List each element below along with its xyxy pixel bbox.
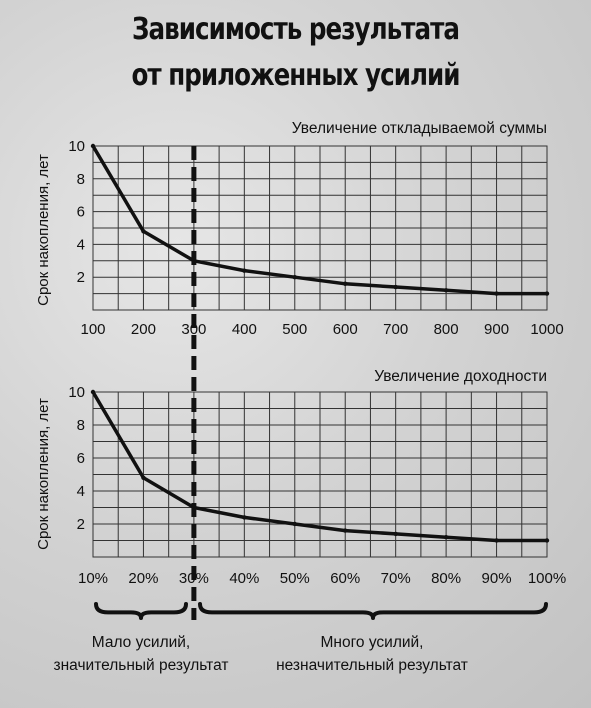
data-point [393,531,398,537]
chart-yield: Увеличение доходности Срок накопления, ле… [35,368,566,587]
series-line [91,145,547,296]
data-point [242,515,247,520]
data-point [443,288,449,293]
x-tick-label: 400 [232,321,257,338]
plot-frame [92,145,548,311]
data-point [90,389,96,395]
x-tick-label: 700 [383,321,408,338]
y-axis-label: Срок накопления, лет [35,398,52,550]
annotation-left-line-2: значительный результат [54,657,229,674]
x-tick-label: 10% [78,570,108,587]
x-tick-label: 200 [131,321,156,338]
annotation-right-line-2: незначительный результат [276,657,468,674]
x-tick-label: 600 [333,321,358,338]
grid [92,145,548,311]
series-line [91,391,547,543]
x-tick-label: 100% [528,570,566,587]
x-tick-label: 80% [431,570,461,587]
brace-left [94,602,188,620]
annotation-left-line-1: Мало усилий, [92,634,191,651]
x-tick-label: 60% [330,570,360,587]
y-tick-label: 2 [77,269,85,286]
data-point [443,535,449,540]
y-tick-label: 8 [77,171,85,188]
data-point [90,143,96,149]
annotation-right-line-1: Много усилий, [321,634,424,651]
data-point [494,291,499,296]
x-tick-label: 20% [128,570,158,587]
title-line-2: от приложенных усилий [131,58,460,93]
x-tick-label: 300 [181,321,206,338]
y-axis-label: Срок накопления, лет [35,154,52,306]
x-tick-label: 50% [280,570,310,587]
plot-frame [92,391,548,558]
title-line-1: Зависимость результата [132,12,460,47]
data-point [343,281,348,286]
chart-title: Увеличение откладываемой суммы [292,120,547,137]
y-tick-label: 4 [77,236,85,253]
data-point [393,284,398,290]
effort-annotations: Мало усилий, значительный результат Много … [54,602,548,674]
chart-savings: Увеличение откладываемой суммы Срок накоп… [35,120,564,338]
y-tick-label: 4 [77,483,85,500]
data-point [544,291,550,296]
x-tick-label: 800 [434,321,459,338]
y-tick-label: 8 [77,417,85,434]
data-point [141,475,146,480]
data-point [343,528,348,533]
x-tick-label: 70% [381,570,411,587]
brace-right [198,602,548,620]
x-tick-label: 100 [80,321,105,338]
y-tick-label: 10 [68,384,85,401]
x-tick-label: 40% [229,570,259,587]
data-point [292,521,297,527]
x-tick-label: 90% [482,570,512,587]
x-tick-label: 900 [484,321,509,338]
data-point [141,229,146,234]
data-point [494,538,499,543]
y-tick-label: 10 [68,138,85,155]
data-point [242,268,247,273]
x-tick-label: 500 [282,321,307,338]
y-tick-label: 6 [77,204,85,221]
grid [92,391,548,558]
data-point [544,538,550,543]
data-point [292,275,297,280]
y-tick-label: 6 [77,450,85,467]
chart-title: Увеличение доходности [374,368,547,385]
y-tick-label: 2 [77,516,85,533]
x-tick-label: 1000 [530,321,563,338]
